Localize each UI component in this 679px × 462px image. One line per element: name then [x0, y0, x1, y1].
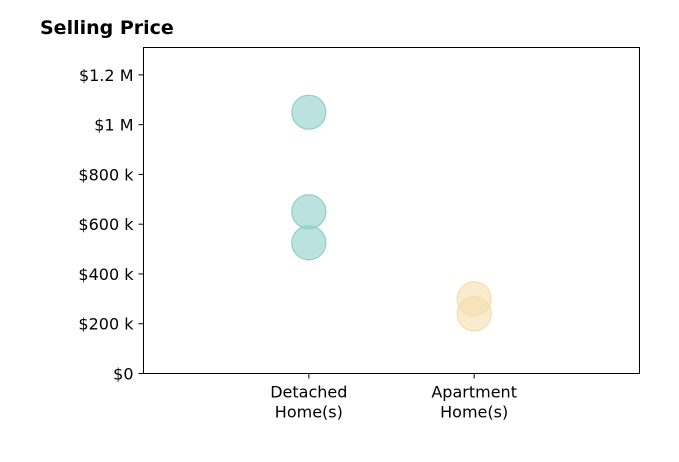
x-tick-label: Apartment Home(s)	[431, 383, 517, 422]
x-tick-label: Detached Home(s)	[270, 383, 347, 422]
data-point	[456, 296, 492, 332]
y-tick-label: $0	[113, 365, 133, 384]
y-tick-label: $600 k	[78, 215, 134, 234]
data-point	[291, 225, 327, 261]
y-tick-label: $1.2 M	[79, 66, 134, 85]
x-axis: Detached Home(s) Apartment Home(s)	[270, 373, 517, 422]
y-tick-label: $800 k	[78, 165, 134, 184]
y-tick-label: $400 k	[78, 265, 134, 284]
y-tick-label: $200 k	[78, 315, 134, 334]
data-point	[291, 94, 327, 130]
y-tick-label: $1 M	[94, 116, 133, 135]
data-point	[291, 194, 327, 230]
plot-area-frame	[143, 47, 640, 374]
y-axis: $0 $200 k $400 k $600 k $800 k $1 M $1.2 M	[78, 66, 144, 384]
scatter-points	[291, 94, 492, 332]
chart-title: Selling Price	[40, 17, 174, 39]
